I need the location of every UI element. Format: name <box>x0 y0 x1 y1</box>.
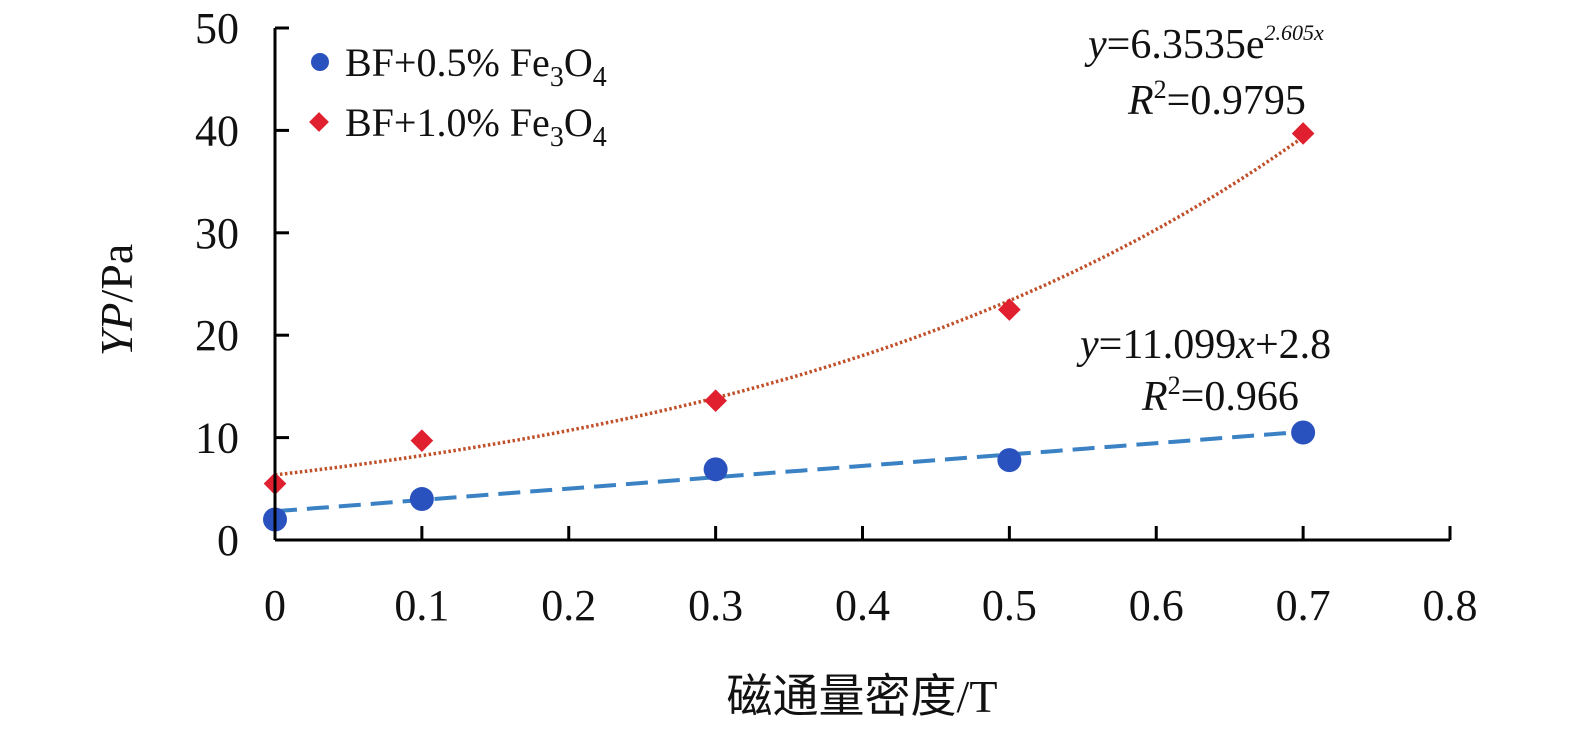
linear-trend-annotation: y=11.099x+2.8 R2=0.966 <box>1076 322 1331 420</box>
x-tick-label: 0.3 <box>688 581 743 630</box>
legend-marker-diamond <box>309 112 329 132</box>
exp-r-squared: R2=0.9795 <box>1127 75 1306 124</box>
trendline-s10 <box>274 135 1305 477</box>
y-axis-ticks: 0 10 20 30 40 50 <box>195 4 289 565</box>
y-axis-title-italic: YP <box>91 303 142 357</box>
point-s10 <box>998 298 1021 321</box>
trend-lines <box>274 135 1305 514</box>
linear-r-squared: R2=0.966 <box>1141 371 1299 420</box>
legend-marker-circle <box>311 53 329 71</box>
point-s10 <box>704 389 727 413</box>
y-tick-label: 50 <box>195 4 239 53</box>
x-axis-ticks: 0 0.1 0.2 0.3 0.4 0.5 0.6 0.7 0.8 <box>264 526 1478 630</box>
x-tick-label: 0.4 <box>835 581 890 630</box>
y-tick-label: 30 <box>195 209 239 258</box>
x-tick-label: 0.2 <box>541 581 596 630</box>
y-tick-label: 10 <box>195 414 239 463</box>
exp-equation: y=6.3535e2.605x <box>1084 20 1324 68</box>
trendline-s05 <box>274 429 1304 514</box>
y-tick-label: 20 <box>195 311 239 360</box>
y-tick-label: 40 <box>195 106 239 155</box>
legend: BF+0.5% Fe3O4 BF+1.0% Fe3O4 <box>309 40 607 153</box>
x-tick-label: 0.8 <box>1423 581 1478 630</box>
y-axis-title: YP/Pa <box>91 244 142 356</box>
x-tick-label: 0.1 <box>394 581 449 630</box>
point-s05 <box>703 457 728 482</box>
x-tick-label: 0.5 <box>982 581 1037 630</box>
point-s05 <box>409 487 434 512</box>
x-tick-label: 0.7 <box>1276 581 1331 630</box>
y-tick-label: 0 <box>217 516 239 565</box>
data-markers <box>263 122 1316 532</box>
point-s05 <box>997 448 1022 473</box>
y-axis-title-unit: /Pa <box>91 244 142 303</box>
point-s10 <box>410 429 434 452</box>
exp-trend-annotation: y=6.3535e2.605x R2=0.9795 <box>1084 20 1324 124</box>
legend-label-0.5pct: BF+0.5% Fe3O4 <box>345 40 607 93</box>
x-tick-label: 0 <box>264 581 286 630</box>
legend-label-1.0pct: BF+1.0% Fe3O4 <box>345 100 607 153</box>
x-tick-label: 0.6 <box>1129 581 1184 630</box>
point-s05 <box>1291 420 1316 445</box>
linear-equation: y=11.099x+2.8 <box>1076 322 1331 368</box>
x-axis-title: 磁通量密度/T <box>727 671 998 722</box>
